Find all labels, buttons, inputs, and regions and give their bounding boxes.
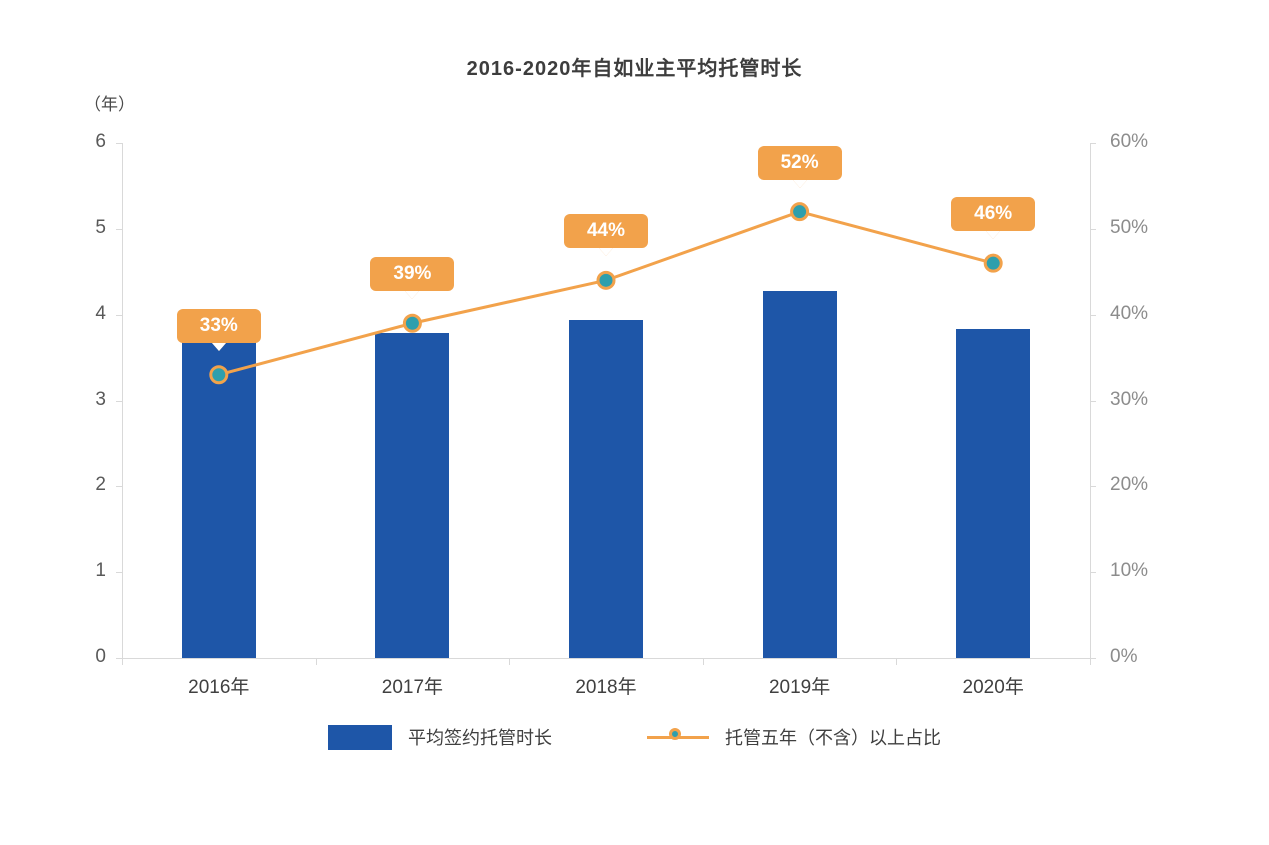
bar-legend-label: 平均签约托管时长	[408, 728, 552, 748]
y-axis-tick-mark-right	[1090, 314, 1096, 316]
chart-title: 2016-2020年自如业主平均托管时长	[466, 58, 803, 80]
y-axis-tick-mark-right	[1090, 658, 1096, 659]
y-axis-label-right: 40%	[1110, 302, 1149, 324]
value-callout: 33%	[176, 308, 261, 351]
bar	[762, 290, 837, 658]
y-axis-label-right: 10%	[1110, 560, 1149, 582]
bar	[375, 332, 450, 658]
callout-pointer-icon	[599, 248, 613, 257]
y-axis-label-left: 6	[95, 131, 106, 152]
line-legend-marker-icon	[669, 728, 681, 740]
y-axis-tick-mark-left	[116, 143, 122, 144]
y-axis-tick-mark-left	[116, 314, 122, 316]
y-axis-tick-mark-left	[116, 486, 122, 488]
callout-pointer-icon	[405, 291, 420, 300]
legend-item-line: 托管五年（不含）以上占比	[647, 724, 941, 750]
x-axis-tick-mark	[315, 658, 317, 665]
line-marker	[983, 253, 1003, 273]
x-axis-tick-mark	[1090, 658, 1091, 665]
callout-pointer-icon	[211, 342, 226, 351]
y-axis-label-right: 50%	[1110, 216, 1149, 238]
x-axis-label: 2017年	[381, 677, 444, 698]
y-axis-label-left: 5	[95, 216, 106, 238]
x-axis-tick-mark	[896, 658, 898, 665]
value-callout: 52%	[757, 145, 842, 188]
value-callout: 44%	[564, 214, 648, 257]
bar	[181, 337, 256, 658]
y-axis-label-right: 20%	[1110, 474, 1149, 496]
x-axis-label: 2018年	[575, 677, 637, 698]
y-axis-tick-mark-right	[1090, 486, 1096, 488]
y-axis-label-left: 4	[95, 302, 106, 324]
y-axis-tick-mark-left	[116, 658, 122, 659]
line-legend-label: 托管五年（不含）以上占比	[725, 728, 941, 748]
x-axis-tick-mark	[702, 658, 704, 665]
y-axis-label-right: 0%	[1110, 646, 1138, 667]
line-marker	[596, 270, 616, 290]
line-marker	[790, 202, 810, 222]
bar	[569, 319, 643, 658]
value-callout: 39%	[370, 257, 455, 300]
x-axis-line	[122, 658, 1090, 659]
y-axis-label-left: 2	[95, 474, 106, 496]
callout-pointer-icon	[986, 231, 1001, 240]
y-axis-label-right: 30%	[1110, 388, 1149, 410]
x-axis-tick-mark	[509, 658, 511, 665]
y-axis-tick-mark-left	[116, 572, 122, 574]
line-legend-swatch-icon	[647, 727, 709, 747]
x-axis-label: 2020年	[962, 677, 1024, 698]
bar-legend-swatch-icon	[328, 724, 392, 750]
left-axis-unit-label: （年）	[84, 95, 135, 114]
x-axis-tick-mark	[122, 658, 123, 665]
line-marker	[402, 313, 422, 333]
bar	[956, 329, 1031, 658]
y-axis-label-left: 0	[95, 646, 106, 667]
legend: 平均签约托管时长 托管五年（不含）以上占比	[0, 724, 1269, 750]
y-axis-tick-mark-right	[1090, 143, 1096, 144]
y-axis-line-left	[122, 143, 123, 658]
y-axis-tick-mark-right	[1090, 228, 1096, 230]
callout-pointer-icon	[792, 179, 807, 188]
x-axis-label: 2016年	[188, 677, 250, 698]
y-axis-label-right: 60%	[1110, 131, 1149, 152]
value-callout: 46%	[951, 197, 1036, 240]
legend-item-bar: 平均签约托管时长	[328, 724, 552, 750]
y-axis-tick-mark-left	[116, 400, 122, 402]
y-axis-tick-mark-right	[1090, 400, 1096, 402]
x-axis-label: 2019年	[768, 677, 831, 698]
y-axis-tick-mark-right	[1090, 572, 1096, 574]
y-axis-label-left: 3	[95, 388, 106, 410]
y-axis-label-left: 1	[95, 560, 106, 582]
y-axis-tick-mark-left	[116, 228, 122, 230]
